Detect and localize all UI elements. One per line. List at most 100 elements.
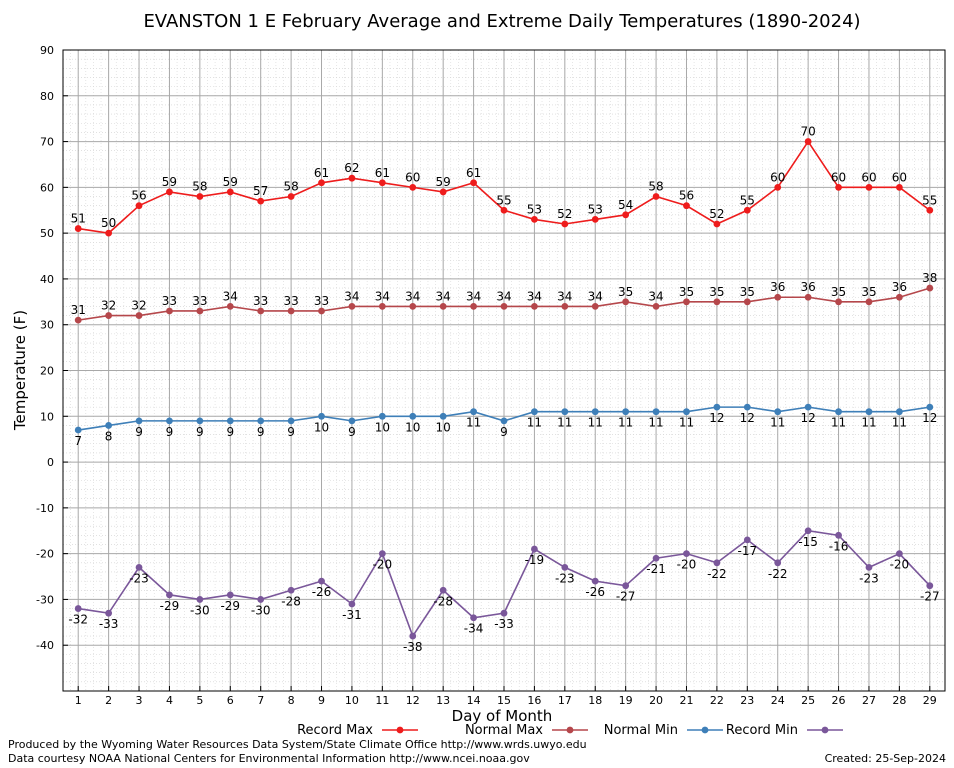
- normal-min-point: [196, 417, 204, 425]
- normal-min-point: [652, 408, 660, 416]
- normal-max-data-label: 34: [223, 289, 238, 303]
- record-max-point: [226, 188, 234, 196]
- record-min-point: [318, 577, 325, 585]
- chart-title: EVANSTON 1 E February Average and Extrem…: [143, 11, 860, 32]
- normal-max-point: [774, 293, 782, 301]
- record-max-point: [470, 179, 477, 187]
- record-max-data-label: 52: [709, 207, 724, 221]
- x-tick-label: 16: [527, 694, 541, 707]
- record-max-data-label: 59: [223, 175, 238, 189]
- record-max-point: [531, 216, 538, 223]
- record-min-data-label: -31: [342, 608, 362, 622]
- record-max-point: [500, 206, 508, 214]
- normal-min-data-label: 11: [770, 416, 785, 430]
- record-max-data-label: 60: [861, 170, 876, 184]
- x-tick-label: 7: [257, 694, 264, 707]
- record-min-data-label: -29: [220, 599, 240, 613]
- normal-max-data-label: 35: [709, 285, 724, 299]
- normal-max-point: [531, 303, 538, 310]
- record-max-data-label: 52: [557, 207, 572, 221]
- record-max-data-label: 58: [283, 180, 298, 194]
- x-tick-label: 14: [467, 694, 481, 707]
- record-max-data-label: 60: [770, 170, 785, 184]
- normal-max-point: [713, 298, 721, 306]
- x-tick-label: 3: [136, 694, 143, 707]
- record-min-point: [683, 550, 690, 558]
- normal-max-data-label: 33: [192, 294, 207, 308]
- record-min-data-label: -20: [890, 558, 910, 572]
- normal-max-data-label: 33: [314, 294, 329, 308]
- record-min-data-label: -26: [312, 585, 332, 599]
- x-tick-label: 27: [862, 694, 876, 707]
- record-max-point: [378, 179, 386, 187]
- x-tick-label: 28: [892, 694, 906, 707]
- x-tick-label: 8: [288, 694, 295, 707]
- footer-produced-by: Produced by the Wyoming Water Resources …: [8, 738, 587, 751]
- x-tick-label: 11: [375, 694, 389, 707]
- normal-min-data-label: 9: [135, 425, 143, 439]
- normal-max-data-label: 34: [344, 289, 359, 303]
- record-min-point: [895, 550, 903, 558]
- normal-max-point: [470, 303, 477, 310]
- record-min-point: [774, 559, 782, 567]
- record-min-series: -32 -33-23-29 -30 -29 -30-28-26-31-20-38-28-…: [68, 527, 940, 654]
- record-max-data-label: 51: [71, 212, 86, 226]
- record-max-point: [622, 211, 630, 219]
- record-min-data-label: -17: [738, 544, 758, 558]
- record-min-point: [804, 527, 812, 535]
- x-tick-label: 26: [832, 694, 846, 707]
- record-max-point: [74, 225, 82, 232]
- record-min-point: [74, 605, 82, 612]
- normal-min-point: [318, 412, 325, 420]
- record-min-point: [652, 554, 660, 562]
- y-tick-label: 80: [40, 90, 54, 103]
- record-max-data-label: 58: [192, 180, 207, 194]
- normal-max-point: [166, 307, 173, 315]
- normal-max-point: [683, 298, 690, 306]
- record-min-point: [531, 545, 538, 553]
- normal-min-data-label: 9: [287, 425, 295, 439]
- normal-min-point: [74, 426, 82, 434]
- normal-min-point: [226, 417, 234, 425]
- record-min-data-label: -27: [920, 590, 940, 604]
- record-min-point: [835, 531, 842, 539]
- major-grid: [63, 49, 945, 691]
- record-max-point: [166, 188, 173, 196]
- record-min-point: [226, 591, 234, 599]
- record-min-data-label: -26: [585, 585, 605, 599]
- record-max-data-label: 60: [831, 170, 846, 184]
- normal-min-point: [287, 417, 295, 425]
- normal-max-data-label: 36: [892, 280, 907, 294]
- normal-min-point: [378, 412, 386, 420]
- normal-max-point: [835, 298, 842, 306]
- normal-min-point: [835, 408, 842, 416]
- normal-max-data-label: 38: [922, 271, 937, 285]
- normal-min-series: 7 8 9 9 9 9 9 9 10 9 10 10 10 11 9 11 11 11 11 11 11 12 12 11 12…: [74, 403, 937, 448]
- normal-min-data-label: 9: [166, 425, 174, 439]
- normal-max-data-label: 35: [679, 285, 694, 299]
- normal-max-data-label: 34: [527, 289, 542, 303]
- normal-max-point: [74, 316, 82, 324]
- x-tick-label: 9: [318, 694, 325, 707]
- record-min-data-label: -30: [251, 603, 271, 617]
- normal-min-point: [683, 408, 690, 416]
- record-min-point: [257, 596, 265, 603]
- x-tick-label: 1: [75, 694, 82, 707]
- record-min-data-label: -33: [494, 617, 514, 631]
- normal-min-data-label: 9: [226, 425, 234, 439]
- footer-courtesy: Data courtesy NOAA National Centers for …: [8, 752, 530, 765]
- normal-max-point: [865, 298, 873, 306]
- legend-marker-normal-max: [566, 726, 574, 734]
- normal-max-point: [348, 303, 356, 310]
- normal-max-point: [743, 298, 751, 306]
- normal-max-point: [378, 303, 386, 310]
- record-min-point: [409, 632, 417, 640]
- normal-min-data-label: 9: [500, 425, 508, 439]
- record-min-data-label: -32: [68, 613, 88, 627]
- y-tick-label: 10: [40, 410, 54, 423]
- normal-max-point: [561, 303, 569, 310]
- normal-min-point: [622, 408, 630, 416]
- normal-max-point: [500, 303, 508, 310]
- record-max-point: [743, 206, 751, 214]
- y-tick-label: 30: [40, 319, 54, 332]
